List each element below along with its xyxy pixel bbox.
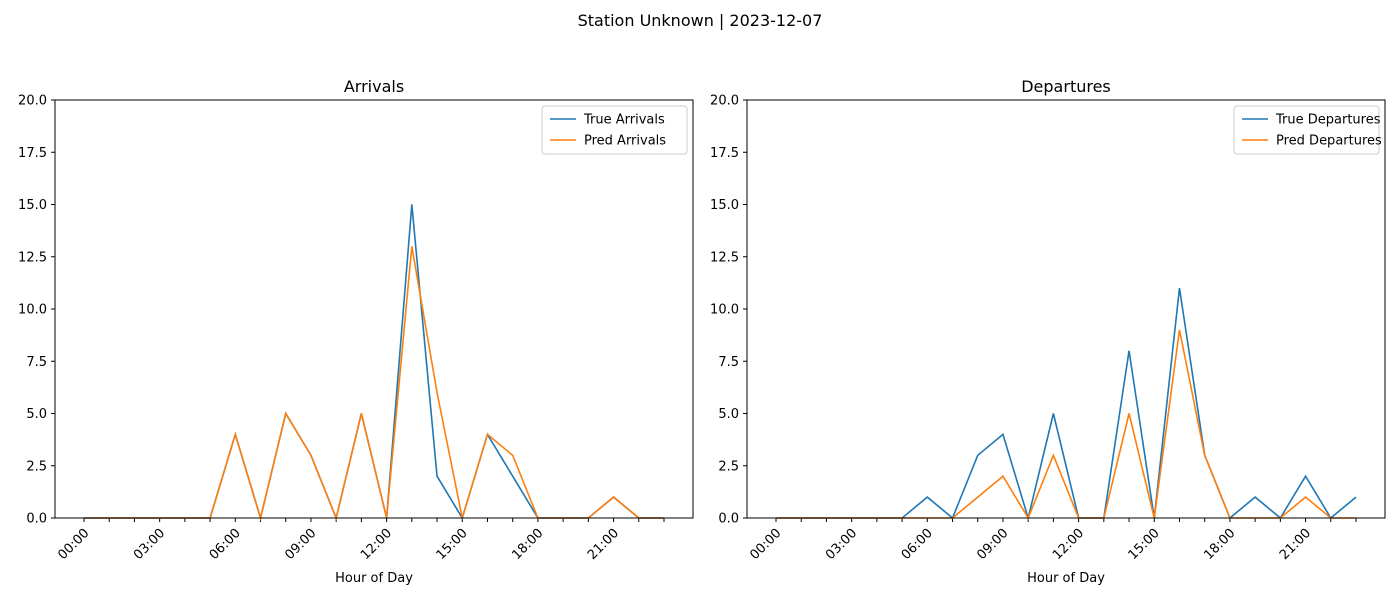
departures-xtick-label: 06:00 (899, 526, 936, 563)
arrivals-ytick-label: 10.0 (18, 303, 47, 318)
departures-xtick-label: 09:00 (974, 526, 1011, 563)
arrivals-ytick-label: 0.0 (26, 512, 47, 527)
arrivals-ytick-label: 12.5 (18, 250, 47, 265)
departures-legend: True Departures Pred Departures (1233, 105, 1382, 155)
departures-ytick-label: 2.5 (718, 459, 739, 474)
departures-legend-label-true: True Departures (1275, 113, 1381, 128)
arrivals-xtick-label: 03:00 (131, 526, 168, 563)
departures-xlabel: Hour of Day (1027, 571, 1105, 586)
arrivals-title: Arrivals (344, 77, 404, 96)
departures-xtick-label: 03:00 (823, 526, 860, 563)
arrivals-xtick-label: 18:00 (509, 526, 546, 563)
departures-ytick-label: 7.5 (718, 355, 739, 370)
arrivals-series-pred-line (84, 246, 664, 522)
departures-xtick-label: 00:00 (747, 526, 784, 563)
departures-xtick-label: 21:00 (1277, 526, 1314, 563)
arrivals-axes-frame (54, 99, 694, 519)
departures-xtick-label: 18:00 (1201, 526, 1238, 563)
arrivals-xtick-label: 21:00 (585, 526, 622, 563)
arrivals-xtick-label: 00:00 (55, 526, 92, 563)
arrivals-xtick-label: 09:00 (282, 526, 319, 563)
arrivals-legend-label-true: True Arrivals (583, 113, 665, 128)
figure-suptitle: Station Unknown | 2023-12-07 (578, 11, 823, 30)
arrivals-series-true-line (84, 204, 664, 522)
departures-ytick-label: 0.0 (718, 512, 739, 527)
arrivals-ytick-label: 7.5 (26, 355, 47, 370)
departures-ytick-label: 15.0 (710, 198, 739, 213)
arrivals-legend: True Arrivals Pred Arrivals (541, 105, 688, 155)
departures-ytick-label: 20.0 (710, 94, 739, 109)
departures-ytick-label: 10.0 (710, 303, 739, 318)
departures-xtick-label: 12:00 (1050, 526, 1087, 563)
arrivals-ytick-label: 20.0 (18, 94, 47, 109)
arrivals-xtick-label: 12:00 (358, 526, 395, 563)
arrivals-xtick-label: 06:00 (207, 526, 244, 563)
arrivals-xtick-label: 15:00 (434, 526, 471, 563)
arrivals-ytick-label: 5.0 (26, 407, 47, 422)
arrivals-chart: Arrivals 0.0 2.5 5.0 7.5 10.0 12.5 15.0 17.5 20.0… (18, 77, 694, 586)
arrivals-ytick-label: 15.0 (18, 198, 47, 213)
departures-ytick-label: 17.5 (710, 146, 739, 161)
departures-legend-label-pred: Pred Departures (1276, 134, 1382, 149)
arrivals-xlabel: Hour of Day (335, 571, 413, 586)
arrivals-legend-label-pred: Pred Arrivals (584, 134, 666, 149)
arrivals-ytick-label: 2.5 (26, 459, 47, 474)
departures-series-pred-line (776, 329, 1356, 520)
departures-xtick-label: 15:00 (1126, 526, 1163, 563)
departures-axes-frame (746, 99, 1386, 519)
arrivals-ytick-label: 17.5 (18, 146, 47, 161)
arrivals-legend-box (541, 105, 688, 155)
departures-chart: Departures 0.0 2.5 5.0 7.5 10.0 12.5 15.0 17.5 20… (710, 77, 1386, 586)
departures-series-true-line (776, 287, 1357, 522)
departures-title: Departures (1021, 77, 1111, 96)
departures-legend-box (1233, 105, 1380, 155)
departures-ytick-label: 12.5 (710, 250, 739, 265)
departures-ytick-label: 5.0 (718, 407, 739, 422)
